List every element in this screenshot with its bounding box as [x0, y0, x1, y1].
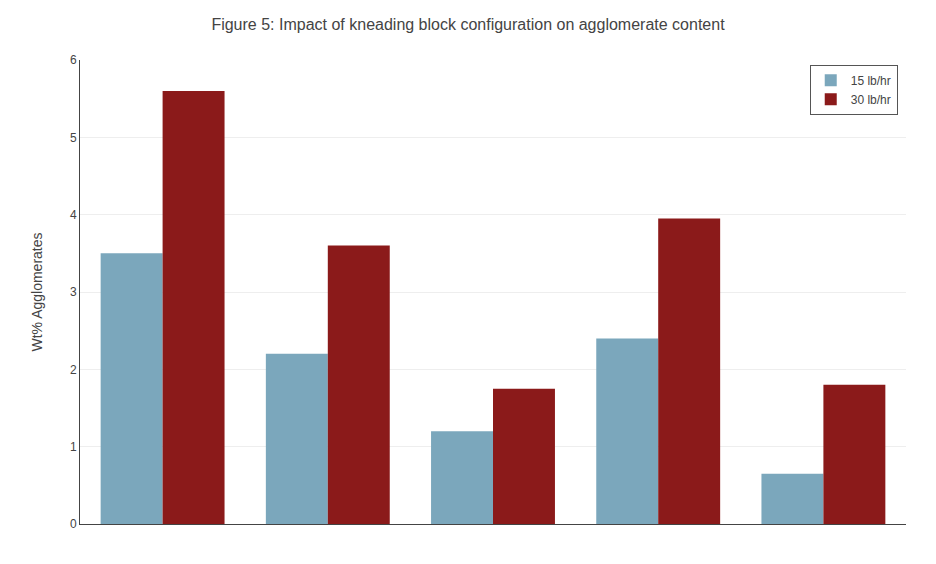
svg-text:0: 0	[70, 517, 77, 531]
svg-text:2: 2	[70, 363, 77, 377]
svg-text:Figure 5: Impact of kneading b: Figure 5: Impact of kneading block confi…	[211, 16, 725, 33]
svg-text:3: 3	[70, 285, 77, 299]
svg-text:15 lb/hr: 15 lb/hr	[851, 74, 891, 88]
svg-text:1: 1	[70, 440, 77, 454]
svg-text:4: 4	[70, 208, 77, 222]
svg-text:6: 6	[70, 53, 77, 67]
svg-text:30 lb/hr: 30 lb/hr	[851, 93, 891, 107]
svg-text:5: 5	[70, 131, 77, 145]
svg-text:Wt% Agglomerates: Wt% Agglomerates	[29, 232, 45, 351]
